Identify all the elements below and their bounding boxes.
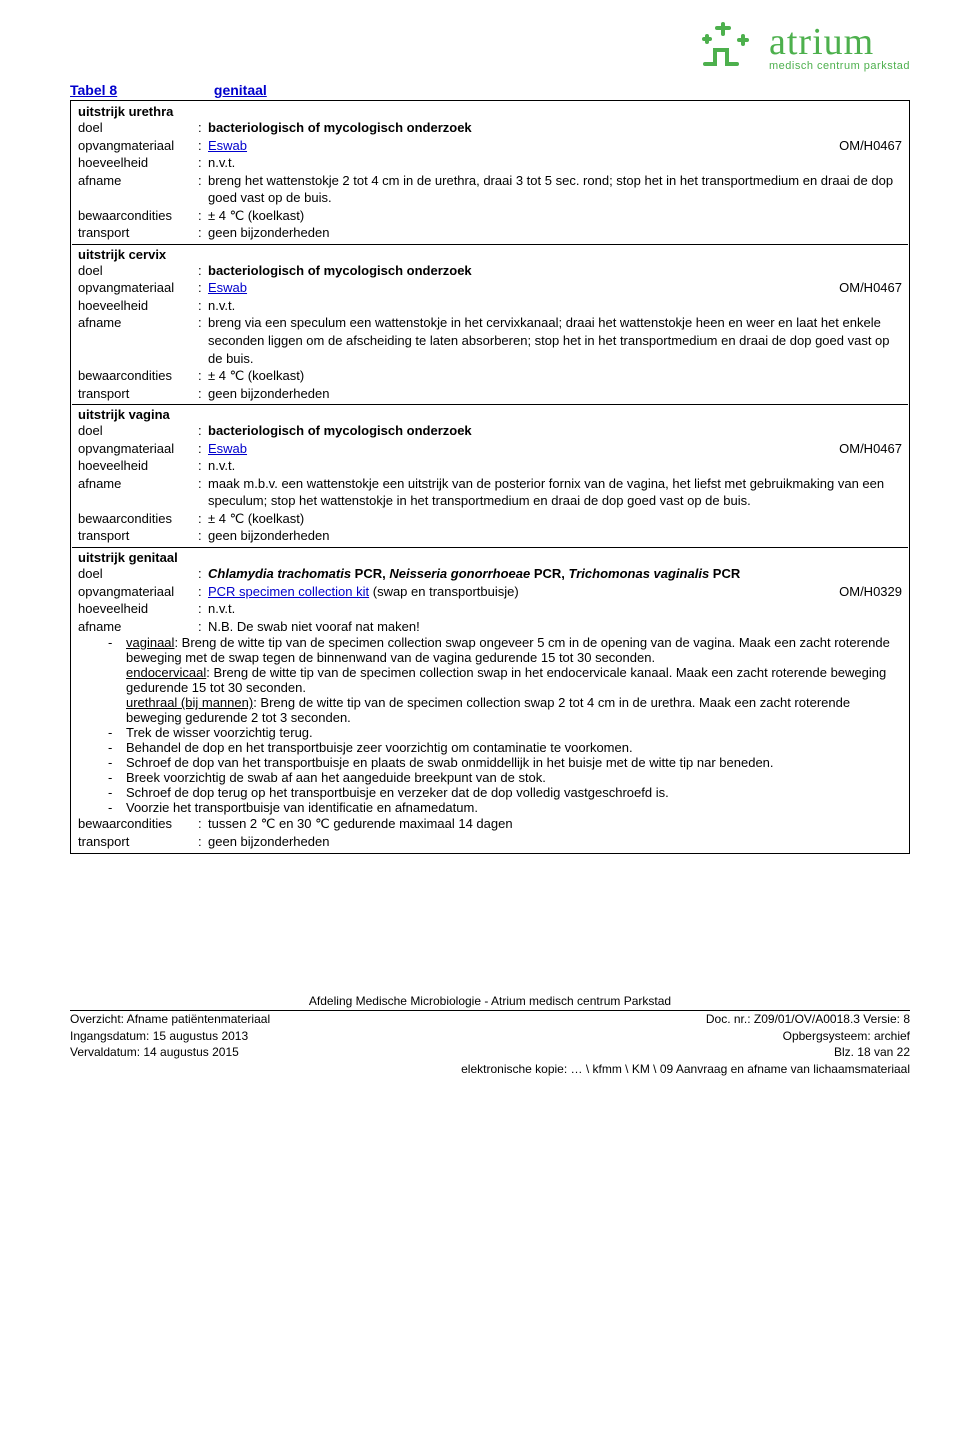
logo-text-main: atrium	[769, 23, 910, 61]
section-vagina: uitstrijk vagina doel:bacteriologisch of…	[72, 404, 908, 547]
content-table: uitstrijk urethra doel:bacteriologisch o…	[70, 100, 910, 854]
footer-r2: Opbergsysteem: archief	[783, 1028, 910, 1044]
code: OM/H0467	[831, 279, 902, 297]
footer-r1: Doc. nr.: Z09/01/OV/A0018.3 Versie: 8	[706, 1011, 910, 1027]
section-title: uitstrijk urethra	[72, 102, 908, 119]
doel-pcr: Chlamydia trachomatis PCR, Neisseria gon…	[208, 565, 902, 583]
section-title: uitstrijk cervix	[72, 245, 908, 262]
logo-text-sub: medisch centrum parkstad	[769, 61, 910, 72]
section-title: uitstrijk genitaal	[72, 548, 908, 565]
pcr-kit-link[interactable]: PCR specimen collection kit	[208, 584, 369, 599]
section-cervix: uitstrijk cervix doel:bacteriologisch of…	[72, 244, 908, 404]
logo-icon	[695, 20, 761, 74]
section-urethra: uitstrijk urethra doel:bacteriologisch o…	[72, 102, 908, 244]
eswab-link[interactable]: Eswab	[208, 441, 247, 456]
section-genitaal: uitstrijk genitaal doel: Chlamydia trach…	[72, 547, 908, 852]
footer-l2: Ingangsdatum: 15 augustus 2013	[70, 1028, 248, 1044]
table-number: Tabel 8	[70, 82, 210, 98]
afname-bullets: -vaginaal: Breng de witte tip van de spe…	[72, 635, 908, 815]
code: OM/H0329	[831, 583, 902, 601]
footer-center: Afdeling Medische Microbiologie - Atrium…	[70, 994, 910, 1011]
page-footer: Afdeling Medische Microbiologie - Atrium…	[70, 994, 910, 1076]
code: OM/H0467	[831, 137, 902, 155]
footer-ekopie: elektronische kopie: … \ kfmm \ KM \ 09 …	[70, 1062, 910, 1076]
eswab-link[interactable]: Eswab	[208, 138, 247, 153]
table-name: genitaal	[214, 82, 267, 98]
footer-l3: Vervaldatum: 14 augustus 2015	[70, 1044, 239, 1060]
table-title: Tabel 8 genitaal	[70, 82, 910, 98]
logo: atrium medisch centrum parkstad	[695, 20, 910, 74]
section-title: uitstrijk vagina	[72, 405, 908, 422]
footer-l1: Overzicht: Afname patiëntenmateriaal	[70, 1011, 270, 1027]
code: OM/H0467	[831, 440, 902, 458]
header-logo-row: atrium medisch centrum parkstad	[70, 20, 910, 74]
eswab-link[interactable]: Eswab	[208, 280, 247, 295]
footer-r3: Blz. 18 van 22	[834, 1044, 910, 1060]
